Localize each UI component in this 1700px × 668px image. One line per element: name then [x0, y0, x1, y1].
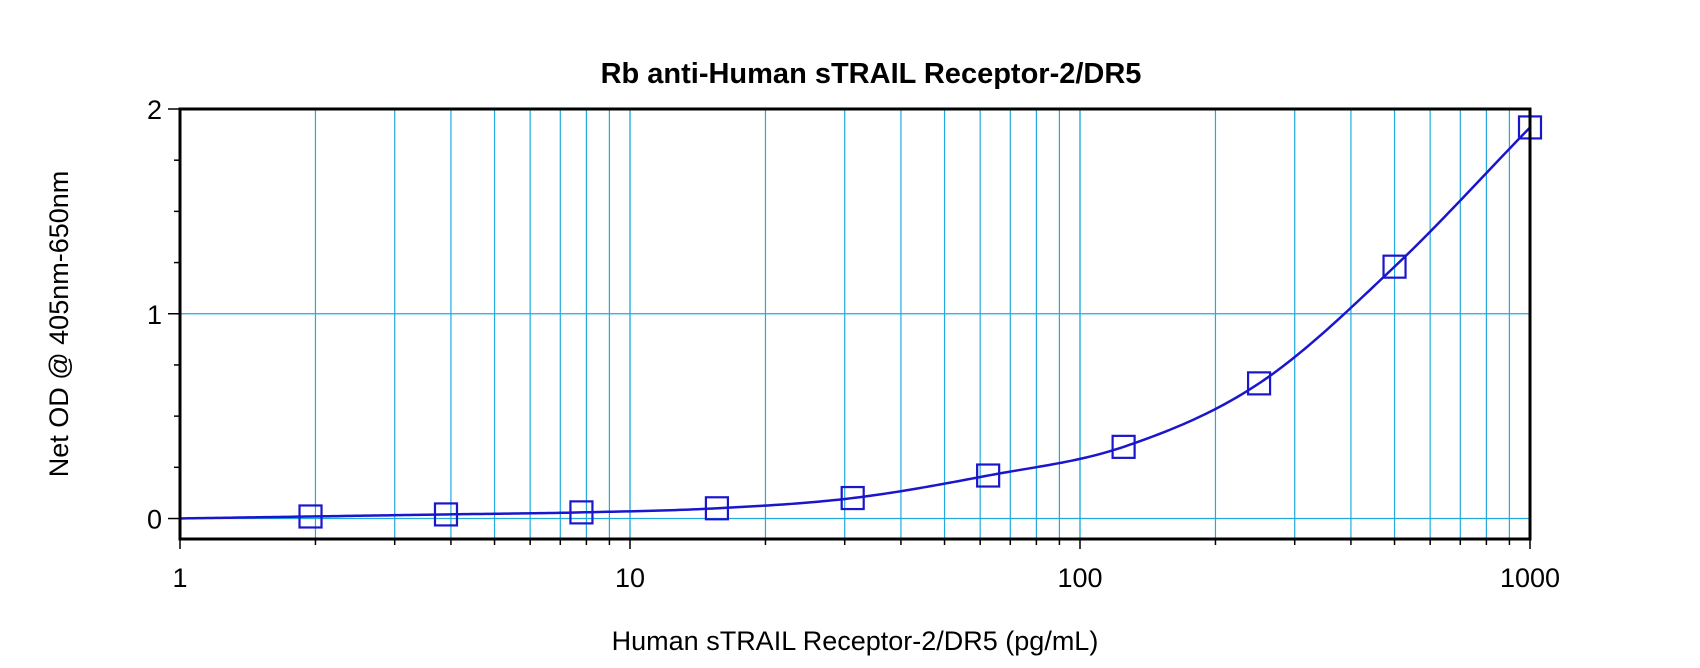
data-point-marker: [1111, 434, 1136, 459]
y-tick-label: 2: [147, 95, 162, 125]
x-tick-label: 1000: [1500, 563, 1560, 593]
x-tick-label: 10: [615, 563, 645, 593]
fit-curve: [179, 126, 1531, 520]
data-points: [298, 115, 1543, 529]
data-point-marker: [433, 502, 459, 527]
data-point-marker: [840, 485, 865, 511]
grid: [180, 109, 1530, 539]
y-tick-label: 0: [147, 505, 162, 535]
fit-curve-layer: [179, 126, 1531, 520]
x-axis-label: Human sTRAIL Receptor-2/DR5 (pg/mL): [612, 626, 1099, 656]
chart-title: Rb anti-Human sTRAIL Receptor-2/DR5: [601, 58, 1142, 90]
y-tick-label: 1: [147, 300, 162, 330]
data-point-marker: [1382, 254, 1407, 279]
data-point-marker: [569, 500, 594, 525]
data-point-marker: [298, 504, 323, 529]
x-tick-label: 1: [172, 563, 187, 593]
plot-frame: [178, 107, 1532, 541]
x-tick-label: 100: [1057, 563, 1102, 593]
data-point-marker: [1246, 371, 1272, 396]
y-axis-label: Net OD @ 405nm-650nm: [44, 171, 74, 478]
data-point-marker: [704, 496, 730, 521]
data-point-marker: [976, 463, 1001, 488]
